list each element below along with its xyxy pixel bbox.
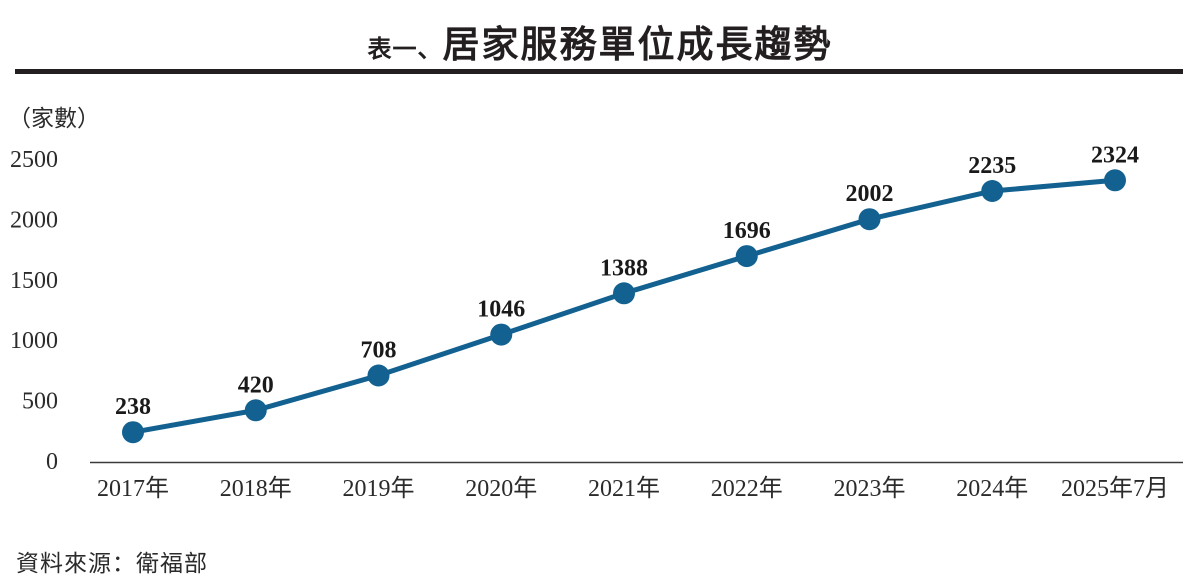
- data-point-label: 1046: [477, 297, 525, 323]
- x-tick-label: 2018年: [220, 475, 292, 502]
- x-tick-label: 2019年: [343, 475, 415, 502]
- page-title: 表一、居家服務單位成長趨勢: [0, 14, 1200, 68]
- source-note: 資料來源：衛福部: [16, 551, 208, 576]
- x-tick-label: 2025年7月: [1061, 475, 1169, 502]
- data-point: [858, 208, 881, 231]
- trend-line: [130, 177, 1118, 435]
- data-point: [367, 364, 390, 387]
- data-point: [1104, 169, 1126, 192]
- data-point-label: 1696: [723, 218, 771, 244]
- x-tick-label: 2021年: [588, 475, 660, 502]
- y-axis-unit-label: （家數）: [8, 106, 100, 131]
- data-point: [613, 282, 635, 305]
- data-point-label: 708: [361, 338, 397, 364]
- data-point: [981, 180, 1004, 202]
- page-title-main: 居家服務單位成長趨勢: [442, 25, 833, 66]
- x-tick-label: 2022年: [711, 475, 783, 502]
- data-point: [122, 421, 144, 444]
- y-tick-label: 0: [46, 449, 58, 475]
- page-title-prefix: 表一、: [367, 37, 443, 63]
- title-divider: [15, 69, 1183, 74]
- y-tick-label: 1500: [10, 268, 58, 294]
- y-tick-label: 2000: [10, 207, 58, 233]
- y-tick-label: 500: [22, 389, 58, 415]
- x-tick-label: 2023年: [834, 475, 906, 502]
- data-point-label: 420: [238, 372, 274, 398]
- y-tick-label: 1000: [10, 328, 58, 354]
- x-tick-label: 2020年: [465, 475, 537, 502]
- x-tick-label: 2024年: [956, 475, 1028, 502]
- data-point-label: 238: [115, 394, 151, 420]
- data-point-label: 2002: [846, 181, 894, 207]
- data-point-label: 1388: [600, 255, 648, 281]
- x-tick-label: 2017年: [97, 475, 169, 502]
- data-point: [735, 245, 758, 268]
- data-point: [244, 399, 267, 422]
- data-point-label: 2235: [968, 153, 1016, 179]
- y-tick-label: 2500: [10, 147, 58, 173]
- data-point: [490, 323, 513, 346]
- data-point-label: 2324: [1091, 142, 1139, 168]
